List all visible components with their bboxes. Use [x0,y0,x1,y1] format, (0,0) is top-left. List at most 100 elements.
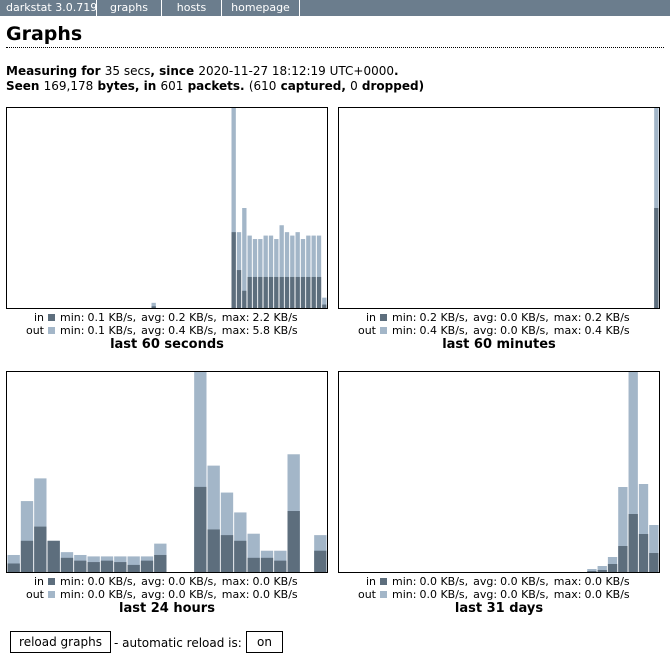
captured-count: (610 [248,79,277,93]
legend-row-out: out min: 0.0 KB/s, avg: 0.0 KB/s, max: 0.0 K… [6,588,303,601]
legend-dir-in: in [365,575,376,588]
bar-in [236,270,242,308]
bar-out [638,484,649,572]
seen-line: Seen 169,178 bytes, in 601 packets. (610… [6,79,424,94]
bar-in [295,276,300,308]
bar-in [290,276,295,308]
bar-in [252,276,258,308]
legend-swatch-in [48,578,55,585]
legend-avg-value: 0.0 KB/s, [168,588,217,601]
legend-min-label: min: [392,311,417,324]
legend-swatch-out [380,327,387,334]
reload-graphs-button[interactable]: reload graphs [10,631,111,653]
measuring-end: . [394,64,399,78]
legend-avg-value: 0.0 KB/s, [500,575,549,588]
bar-in [220,535,234,572]
bar-in [234,540,247,572]
graph-legend-60-seconds: in min: 0.1 KB/s, avg: 0.2 KB/s, max: 2.2 KB… [6,311,303,337]
bar-in [20,540,34,572]
graph-caption-31-days: last 31 days [454,601,544,616]
nav-link-hosts[interactable]: hosts [162,0,222,16]
bar-in [618,546,628,572]
bar-in [140,560,154,572]
legend-swatch-out [380,591,387,598]
bar-in [274,560,287,572]
bar-in [34,526,47,572]
bar-out [306,235,311,308]
bar-out [274,239,279,308]
bar-in [311,276,316,308]
bar-in [258,276,263,308]
captured-label: captured, [280,79,346,93]
legend-swatch-in [380,578,387,585]
legend-max-value: 5.8 KB/s [252,324,298,337]
graph-legend-60-minutes: in min: 0.2 KB/s, avg: 0.0 KB/s, max: 0.2 KB… [338,311,635,337]
legend-min-label: min: [60,311,85,324]
legend-min-label: min: [60,575,85,588]
legend-dir-in: in [33,575,44,588]
legend-row-in: in min: 0.1 KB/s, avg: 0.2 KB/s, max: 2.2 KB… [6,311,303,324]
auto-reload-toggle[interactable]: on [246,631,283,653]
graph-legend-31-days: in min: 0.0 KB/s, avg: 0.0 KB/s, max: 0.0 KB… [338,575,635,601]
since-timestamp: 2020-11-27 18:12:19 UTC+0000 [198,64,394,78]
bar-in [654,208,659,308]
bar-out [247,235,252,308]
bar-out [268,235,274,308]
legend-avg-label: avg: [141,588,166,601]
legend-row-out: out min: 0.4 KB/s, avg: 0.0 KB/s, max: 0.4 K… [338,324,635,337]
bar-in [87,562,100,572]
bar-out [279,225,284,308]
legend-dir-in: in [365,311,376,324]
bar-in [306,276,311,308]
bar-in [247,276,252,308]
bar-in [114,562,127,572]
page-title: Graphs [6,22,664,48]
bar-in [597,570,607,572]
legend-max-label: max: [553,311,582,324]
legend-min-value: 0.1 KB/s, [87,324,137,337]
bar-in [151,306,156,308]
legend-min-value: 0.4 KB/s, [419,324,469,337]
bar-out [618,487,628,572]
legend-avg-label: avg: [473,575,498,588]
bar-out [587,569,597,572]
legend-max-value: 0.4 KB/s [584,324,630,337]
nav-link-homepage[interactable]: homepage [222,0,300,16]
legend-avg-value: 0.0 KB/s, [500,588,549,601]
legend-swatch-out [48,327,55,334]
graph-svg-31-days [587,372,659,572]
bar-in [287,511,300,572]
bar-in [247,557,260,572]
legend-min-value: 0.1 KB/s, [87,311,137,324]
measuring-duration: 35 secs [104,64,151,78]
app-brand: darkstat 3.0.719 [0,0,97,16]
bar-out [295,232,300,308]
legend-max-value: 2.2 KB/s [252,311,298,324]
graph-plot-60-seconds [6,107,328,309]
legend-max-label: max: [221,311,250,324]
nav-link-graphs[interactable]: graphs [97,0,162,16]
legend-min-value: 0.0 KB/s, [87,575,137,588]
auto-reload-label: - automatic reload is: [114,636,242,650]
legend-max-label: max: [221,324,250,337]
legend-max-value: 0.0 KB/s [584,575,630,588]
graph-legend-24-hours: in min: 0.0 KB/s, avg: 0.0 KB/s, max: 0.0 KB… [6,575,303,601]
bar-out [300,239,306,308]
graph-plot-24-hours [6,371,328,573]
bar-in [194,486,207,572]
legend-avg-label: avg: [473,311,498,324]
legend-min-label: min: [60,588,85,601]
legend-max-label: max: [221,575,250,588]
bar-in [260,557,274,572]
bar-in [649,553,659,572]
legend-dir-out: out [357,588,376,601]
since-label: , since [150,64,195,78]
bar-out [311,235,316,308]
bar-in [587,571,597,572]
legend-dir-out: out [357,324,376,337]
graph-svg-60-seconds [151,108,327,308]
legend-avg-label: avg: [473,324,498,337]
bar-in [607,564,618,572]
legend-row-in: in min: 0.2 KB/s, avg: 0.0 KB/s, max: 0.2 KB… [338,311,635,324]
legend-row-out: out min: 0.0 KB/s, avg: 0.0 KB/s, max: 0.0 K… [338,588,635,601]
